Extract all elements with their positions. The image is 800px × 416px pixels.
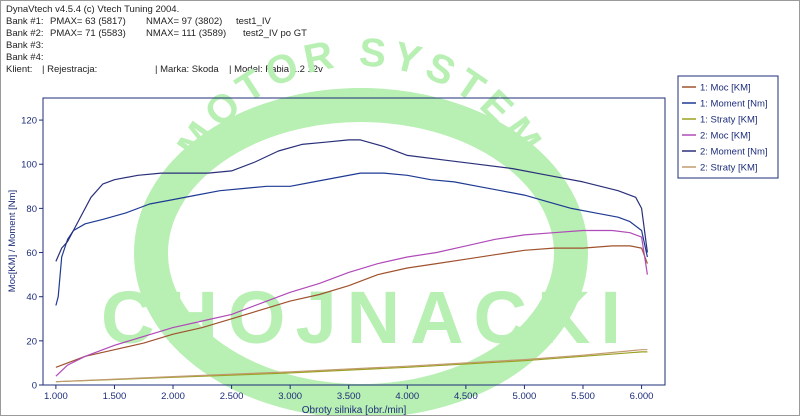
- series-line-2: [55, 172, 648, 306]
- legend-label: 1: Straty [KM]: [700, 115, 758, 126]
- x-tick-label: 3.500: [337, 391, 361, 402]
- y-tick-label: 40: [26, 292, 37, 303]
- x-tick-label: 1.000: [44, 391, 68, 402]
- x-tick-label: 4.000: [395, 391, 419, 402]
- legend: 1: Moc [KM] 1: Moment [Nm] 1: Straty [KM] 2…: [677, 75, 779, 179]
- y-tick-label: 60: [26, 248, 37, 259]
- legend-box: [677, 75, 779, 179]
- x-tick-label: 1.500: [103, 391, 127, 402]
- x-tick-label: 2.500: [220, 391, 244, 402]
- bank4-row: Bank #4:: [6, 52, 44, 63]
- series-line-5: [55, 139, 648, 262]
- series-lines: [55, 139, 648, 383]
- watermark: MOTOR SYSTEM CHOJNACKI: [101, 30, 631, 415]
- legend-label: 1: Moc [KM]: [700, 83, 751, 94]
- y-tick-label: 80: [26, 204, 37, 215]
- legend-label: 2: Moc [KM]: [700, 131, 751, 142]
- client-row: Klient: | Rejestracja: | Marka: Skoda | Mod…: [6, 64, 786, 76]
- y-tick-label: 120: [21, 116, 37, 127]
- bank1-label: Bank #1:: [6, 16, 44, 27]
- y-tick-label: 0: [32, 381, 37, 392]
- watermark-bottom-text: CHOJNACKI: [101, 276, 631, 359]
- series-line-1: [55, 245, 648, 368]
- model-label: | Model: Fabia 1.2 12v: [229, 64, 323, 75]
- watermark-ring: [134, 88, 588, 415]
- header-info: DynaVtech v4.5.4 (c) Vtech Tuning 2004. …: [6, 4, 786, 76]
- legend-label: 2: Straty [KM]: [700, 163, 758, 174]
- make-label: | Marka: Skoda: [155, 64, 219, 75]
- x-tick-label: 4.500: [454, 391, 478, 402]
- y-tick-label: 20: [26, 336, 37, 347]
- x-tick-label: 5.500: [571, 391, 595, 402]
- legend-label: 2: Moment [Nm]: [700, 147, 768, 158]
- x-tick-label: 3.000: [278, 391, 302, 402]
- bank1-row: Bank #1: PMAX= 63 (5817) NMAX= 97 (3802) te…: [6, 16, 786, 28]
- x-tick-label: 2.000: [161, 391, 185, 402]
- x-tick-label: 6.000: [630, 391, 654, 402]
- bank2-label: Bank #2:: [6, 28, 44, 39]
- plot-area: [42, 97, 666, 386]
- bank2-nmax: NMAX= 111 (3589): [146, 28, 227, 39]
- app-title: DynaVtech v4.5.4 (c) Vtech Tuning 2004.: [6, 4, 180, 15]
- series-line-3: [55, 351, 648, 383]
- client-label: Klient:: [6, 64, 33, 75]
- legend-label: 1: Moment [Nm]: [700, 99, 768, 110]
- y-tick-label: 100: [21, 160, 37, 171]
- y-axis-label: Moc[KM] / Moment [Nm]: [7, 190, 18, 292]
- bank2-pmax: PMAX= 71 (5583): [50, 28, 126, 39]
- series-line-6: [55, 349, 648, 383]
- bank2-row: Bank #2: PMAX= 71 (5583) NMAX= 111 (3589) t…: [6, 28, 786, 40]
- bank1-name: test1_IV: [236, 16, 271, 27]
- series-line-4: [55, 229, 648, 377]
- bank3-row: Bank #3:: [6, 40, 44, 51]
- bank2-name: test2_IV po GT: [243, 28, 307, 39]
- x-axis-label: Obroty silnika [obr./min]: [302, 405, 407, 415]
- axes: 1.000 1.500 2.000 2.500 3.000 3.500 4.000 4.500…: [21, 116, 653, 402]
- x-tick-label: 5.000: [513, 391, 537, 402]
- bank1-pmax: PMAX= 63 (5817): [50, 16, 126, 27]
- registration-label: | Rejestracja:: [42, 64, 98, 75]
- bank1-nmax: NMAX= 97 (3802): [146, 16, 223, 27]
